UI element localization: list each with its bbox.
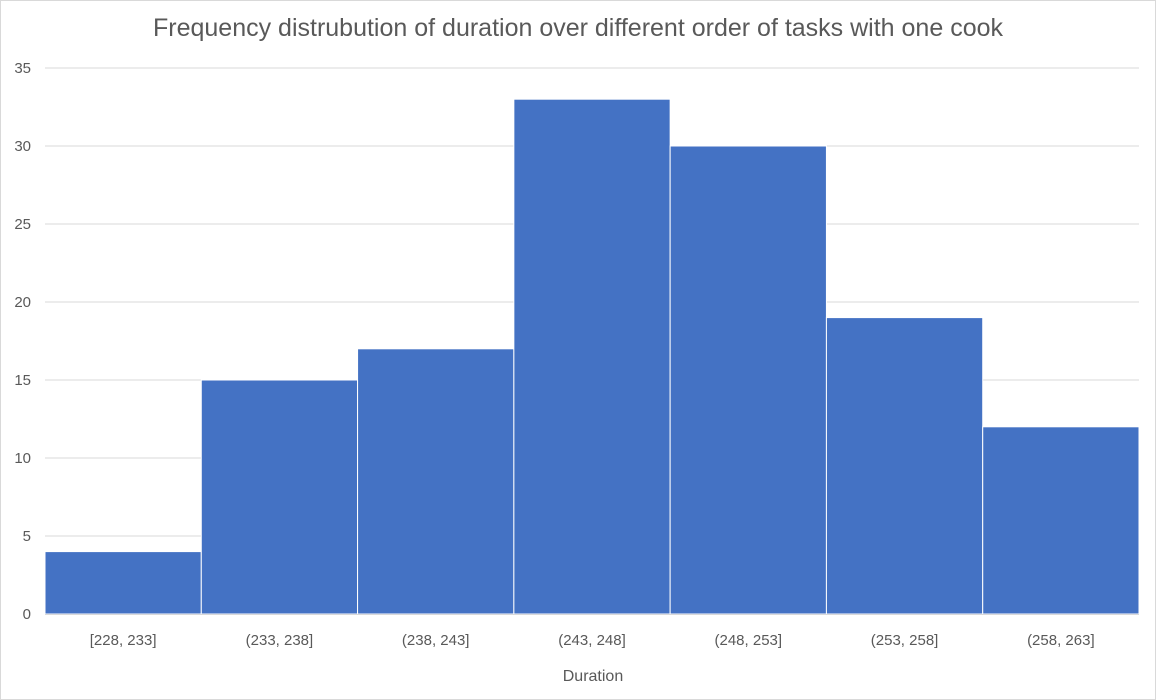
y-tick-label: 25 <box>14 216 31 233</box>
y-tick-label: 0 <box>23 606 31 623</box>
bar-6 <box>982 426 1140 615</box>
y-tick-label: 35 <box>14 60 31 77</box>
chart-title: Frequency distrubution of duration over … <box>152 14 1003 42</box>
x-tick-label: [228, 233] <box>90 632 157 649</box>
x-tick-label: (233, 238] <box>246 632 314 649</box>
x-tick-label: (248, 253] <box>715 632 783 649</box>
y-tick-label: 20 <box>14 294 31 311</box>
bar-0 <box>44 551 202 615</box>
bar-4 <box>669 145 827 615</box>
bars <box>44 98 1140 615</box>
x-axis-title: Duration <box>563 668 623 685</box>
y-tick-label: 30 <box>14 138 31 155</box>
x-tick-label: (258, 263] <box>1027 632 1095 649</box>
bar-3 <box>513 98 671 615</box>
bar-5 <box>825 317 984 615</box>
y-axis-ticks: 0 5 10 15 20 25 30 35 <box>14 60 31 623</box>
x-axis-ticks: [228, 233] (233, 238] (238, 243] (243, 248]… <box>90 632 1095 649</box>
y-tick-label: 5 <box>23 528 31 545</box>
x-tick-label: (243, 248] <box>558 632 626 649</box>
x-tick-label: (238, 243] <box>402 632 470 649</box>
y-tick-label: 10 <box>14 450 31 467</box>
bar-2 <box>357 348 515 615</box>
x-tick-label: (253, 258] <box>871 632 939 649</box>
bar-1 <box>200 379 359 615</box>
y-tick-label: 15 <box>14 372 31 389</box>
